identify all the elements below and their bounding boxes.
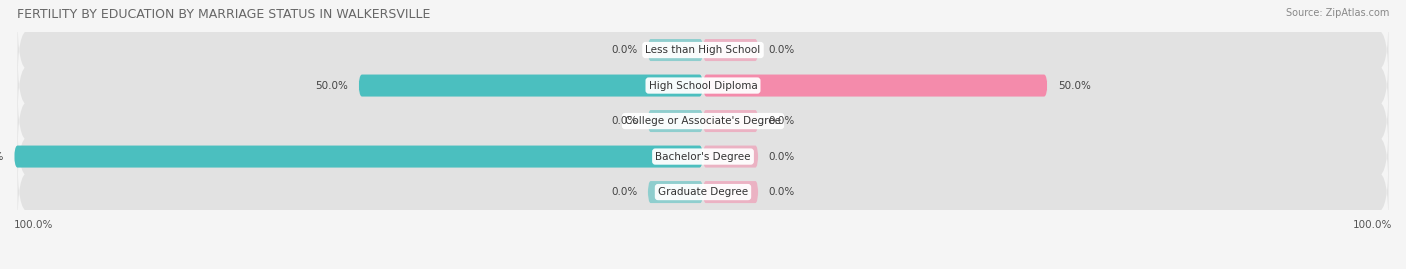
FancyBboxPatch shape bbox=[703, 110, 758, 132]
FancyBboxPatch shape bbox=[17, 158, 1389, 226]
Text: 50.0%: 50.0% bbox=[1057, 80, 1091, 91]
Text: 50.0%: 50.0% bbox=[315, 80, 349, 91]
Text: Graduate Degree: Graduate Degree bbox=[658, 187, 748, 197]
Text: High School Diploma: High School Diploma bbox=[648, 80, 758, 91]
Text: 0.0%: 0.0% bbox=[769, 45, 794, 55]
Text: 100.0%: 100.0% bbox=[14, 221, 53, 231]
Text: FERTILITY BY EDUCATION BY MARRIAGE STATUS IN WALKERSVILLE: FERTILITY BY EDUCATION BY MARRIAGE STATU… bbox=[17, 8, 430, 21]
FancyBboxPatch shape bbox=[17, 52, 1389, 119]
FancyBboxPatch shape bbox=[703, 39, 758, 61]
Text: 0.0%: 0.0% bbox=[612, 187, 637, 197]
Text: 0.0%: 0.0% bbox=[612, 116, 637, 126]
Text: 0.0%: 0.0% bbox=[612, 45, 637, 55]
FancyBboxPatch shape bbox=[648, 181, 703, 203]
Text: 0.0%: 0.0% bbox=[769, 187, 794, 197]
FancyBboxPatch shape bbox=[648, 39, 703, 61]
FancyBboxPatch shape bbox=[359, 75, 703, 97]
Text: Less than High School: Less than High School bbox=[645, 45, 761, 55]
FancyBboxPatch shape bbox=[17, 87, 1389, 155]
FancyBboxPatch shape bbox=[703, 75, 1047, 97]
FancyBboxPatch shape bbox=[648, 110, 703, 132]
Text: 0.0%: 0.0% bbox=[769, 116, 794, 126]
FancyBboxPatch shape bbox=[17, 123, 1389, 190]
FancyBboxPatch shape bbox=[703, 146, 758, 168]
Text: Source: ZipAtlas.com: Source: ZipAtlas.com bbox=[1285, 8, 1389, 18]
Text: Bachelor's Degree: Bachelor's Degree bbox=[655, 151, 751, 162]
FancyBboxPatch shape bbox=[17, 16, 1389, 84]
FancyBboxPatch shape bbox=[14, 146, 703, 168]
Text: College or Associate's Degree: College or Associate's Degree bbox=[626, 116, 780, 126]
Text: 0.0%: 0.0% bbox=[769, 151, 794, 162]
Text: 100.0%: 100.0% bbox=[1353, 221, 1392, 231]
Text: 100.0%: 100.0% bbox=[0, 151, 4, 162]
FancyBboxPatch shape bbox=[703, 181, 758, 203]
